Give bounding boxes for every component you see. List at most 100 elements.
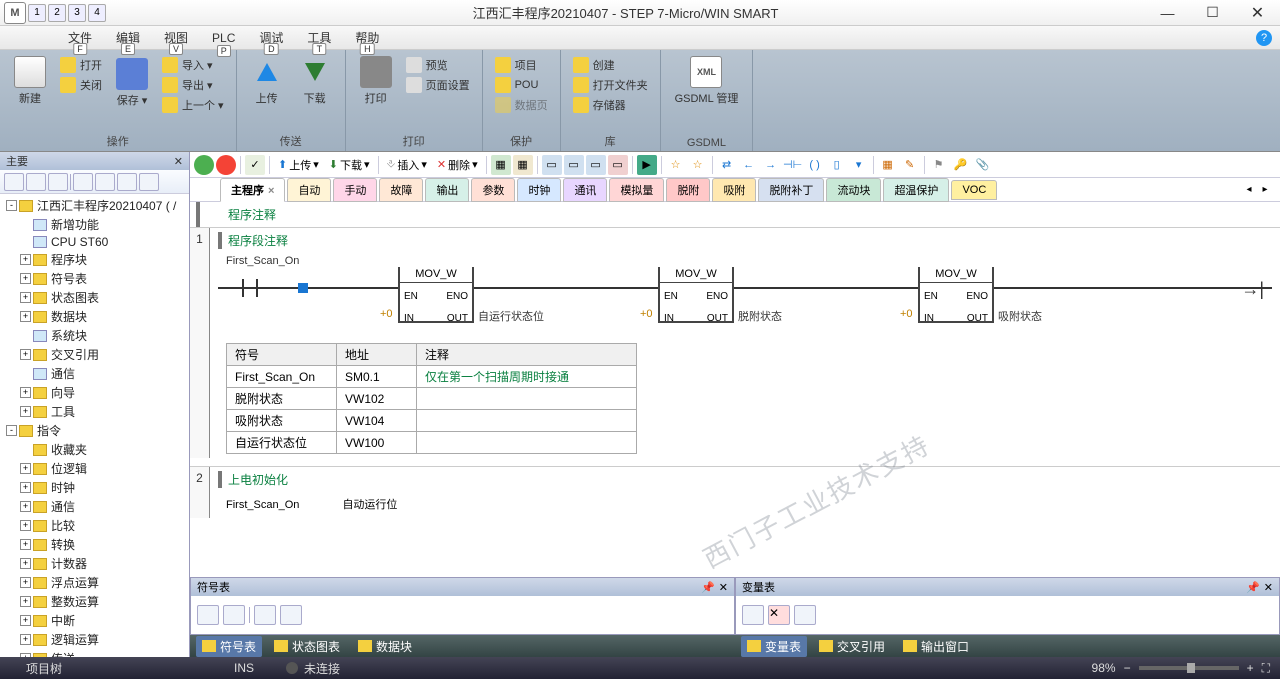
maximize-button[interactable]: ☐ — [1190, 0, 1235, 26]
tree-node[interactable]: 收藏夹 — [2, 440, 187, 459]
selection-marker[interactable] — [298, 283, 308, 293]
ribbon-打印[interactable]: 打印 — [354, 54, 398, 108]
panel-tb-btn[interactable] — [254, 605, 276, 625]
ribbon-导入 ▾[interactable]: 导入 ▾ — [158, 56, 228, 74]
mov-block[interactable]: MOV_W EN ENO IN OUT — [918, 267, 994, 323]
tab-脱附[interactable]: 脱附 — [666, 178, 710, 202]
tb-icon[interactable]: ▭ — [608, 155, 628, 175]
close-button[interactable]: ✕ — [1235, 0, 1280, 26]
tab-参数[interactable]: 参数 — [471, 178, 515, 202]
ribbon-预览[interactable]: 预览 — [402, 56, 474, 74]
tree-node[interactable]: +向导 — [2, 383, 187, 402]
tab-VOC[interactable]: VOC — [951, 180, 997, 200]
tree-panel-close-icon[interactable]: ✕ — [174, 155, 183, 168]
tree-node[interactable]: -指令 — [2, 421, 187, 440]
mov-block[interactable]: MOV_W EN ENO IN OUT — [658, 267, 734, 323]
tree-node[interactable]: +传送 — [2, 649, 187, 657]
tb-icon[interactable]: ▭ — [542, 155, 562, 175]
fullscreen-icon[interactable]: ⛶ — [1262, 661, 1270, 676]
tab-脱附补丁[interactable]: 脱附补丁 — [758, 178, 824, 202]
close-icon[interactable]: ✕ — [719, 581, 728, 594]
tb-icon[interactable]: ▶ — [637, 155, 657, 175]
menu-D[interactable]: 调试D — [247, 27, 295, 48]
compile-button[interactable]: ✓ — [245, 155, 265, 175]
menu-V[interactable]: 视图V — [152, 27, 200, 48]
tree-node[interactable]: +中断 — [2, 611, 187, 630]
upload-button[interactable]: ⬆上传 ▾ — [274, 157, 323, 173]
close-icon[interactable]: ✕ — [1264, 581, 1273, 594]
menu-F[interactable]: 文件F — [56, 27, 104, 48]
ribbon-上传[interactable]: 上传 — [245, 54, 289, 108]
tree-node[interactable]: +交叉引用 — [2, 345, 187, 364]
tab-自动[interactable]: 自动 — [287, 178, 331, 202]
tree-tb-btn[interactable] — [73, 173, 93, 191]
qat-3[interactable]: 3 — [68, 4, 86, 22]
tb-icon[interactable]: ▦ — [491, 155, 511, 175]
tb-icon[interactable]: ⇄ — [717, 155, 737, 175]
download-button[interactable]: ⬇下载 ▾ — [325, 157, 374, 173]
tab-输出[interactable]: 输出 — [425, 178, 469, 202]
ladder-rung[interactable]: First_Scan_On →| MOV_W EN ENO IN OUT+0自运… — [218, 255, 1272, 335]
minimize-button[interactable]: — — [1145, 0, 1190, 26]
bottom-tab[interactable]: 符号表 — [196, 636, 262, 657]
ribbon-页面设置[interactable]: 页面设置 — [402, 76, 474, 94]
mov-block[interactable]: MOV_W EN ENO IN OUT — [398, 267, 474, 323]
stop-button[interactable] — [216, 155, 236, 175]
bottom-tab[interactable]: 数据块 — [352, 636, 418, 657]
tree-node[interactable]: +位逻辑 — [2, 459, 187, 478]
panel-tb-btn[interactable]: ✕ — [768, 605, 790, 625]
project-tree[interactable]: -江西汇丰程序20210407 ( /新增功能CPU ST60+程序块+符号表+… — [0, 194, 189, 657]
qat-1[interactable]: 1 — [28, 4, 46, 22]
ribbon-打开文件夹[interactable]: 打开文件夹 — [569, 76, 652, 94]
panel-tb-btn[interactable] — [223, 605, 245, 625]
menu-T[interactable]: 工具T — [295, 27, 343, 48]
tab-时钟[interactable]: 时钟 — [517, 178, 561, 202]
menu-P[interactable]: PLCP — [200, 29, 247, 47]
pin-icon[interactable]: 📌 — [1246, 581, 1260, 594]
run-button[interactable] — [194, 155, 214, 175]
tab-流动块[interactable]: 流动块 — [826, 178, 881, 202]
ribbon-下载[interactable]: 下载 — [293, 54, 337, 108]
tree-node[interactable]: -江西汇丰程序20210407 ( / — [2, 196, 187, 215]
zoom-in-button[interactable]: + — [1247, 661, 1254, 675]
tb-icon[interactable]: ▯ — [827, 155, 847, 175]
tree-node[interactable]: +数据块 — [2, 307, 187, 326]
bottom-tab[interactable]: 状态图表 — [268, 636, 346, 657]
menu-H[interactable]: 帮助H — [343, 27, 391, 48]
panel-tb-btn[interactable] — [197, 605, 219, 625]
tb-icon[interactable]: ☆ — [666, 155, 686, 175]
help-icon[interactable]: ? — [1256, 30, 1272, 46]
tree-node[interactable]: +逻辑运算 — [2, 630, 187, 649]
tb-icon[interactable]: ⚑ — [929, 155, 949, 175]
tb-icon[interactable]: ▦ — [513, 155, 533, 175]
ribbon-上一个 ▾[interactable]: 上一个 ▾ — [158, 96, 228, 114]
tab-故障[interactable]: 故障 — [379, 178, 423, 202]
app-icon[interactable]: M — [4, 2, 26, 24]
ribbon-存储器[interactable]: 存储器 — [569, 96, 652, 114]
tree-tb-btn[interactable] — [48, 173, 68, 191]
ribbon-项目[interactable]: 项目 — [491, 56, 552, 74]
tab-手动[interactable]: 手动 — [333, 178, 377, 202]
tab-模拟量[interactable]: 模拟量 — [609, 178, 664, 202]
bottom-tab[interactable]: 交叉引用 — [813, 636, 891, 657]
zoom-out-button[interactable]: − — [1124, 661, 1131, 675]
panel-tb-btn[interactable] — [794, 605, 816, 625]
tb-icon[interactable]: 📎 — [973, 155, 993, 175]
tb-icon[interactable]: ▭ — [586, 155, 606, 175]
bottom-tab[interactable]: 输出窗口 — [897, 636, 975, 657]
tree-node[interactable]: +工具 — [2, 402, 187, 421]
tree-node[interactable]: +计数器 — [2, 554, 187, 573]
tb-icon[interactable]: ▾ — [849, 155, 869, 175]
tree-node[interactable]: +整数运算 — [2, 592, 187, 611]
contact[interactable] — [238, 279, 262, 297]
ribbon-创建[interactable]: 创建 — [569, 56, 652, 74]
tree-node[interactable]: +状态图表 — [2, 288, 187, 307]
qat-4[interactable]: 4 — [88, 4, 106, 22]
panel-tb-btn[interactable] — [742, 605, 764, 625]
tb-icon[interactable]: ☆ — [688, 155, 708, 175]
tb-icon[interactable]: ✎ — [900, 155, 920, 175]
tree-tb-btn[interactable] — [4, 173, 24, 191]
ribbon-POU[interactable]: POU — [491, 76, 552, 94]
bottom-tab[interactable]: 变量表 — [741, 636, 807, 657]
ribbon-GSDML 管理[interactable]: XMLGSDML 管理 — [669, 54, 745, 108]
